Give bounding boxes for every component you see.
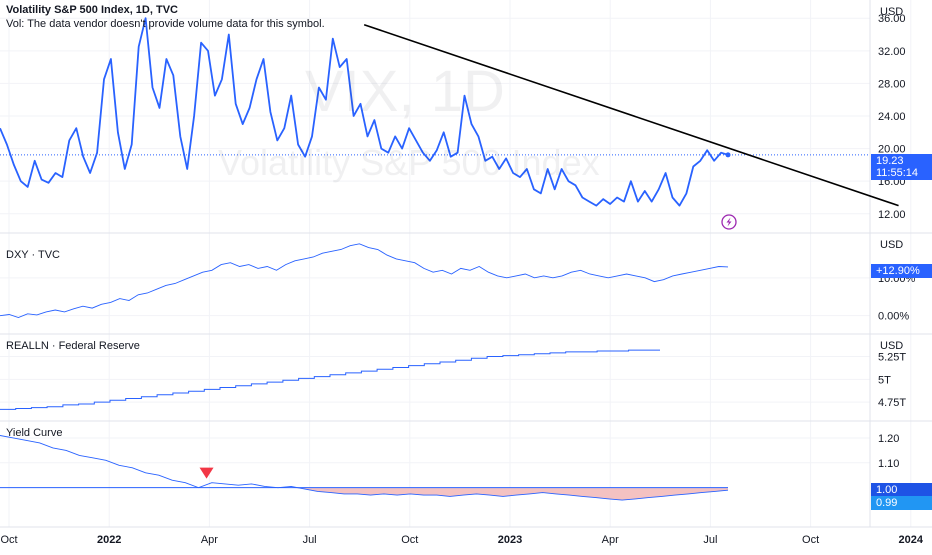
y-tick-label: 0.00%	[878, 311, 909, 323]
main-title-text: Volatility S&P 500 Index, 1D, TVC	[6, 4, 178, 16]
x-tick-label: 2024	[899, 534, 924, 546]
main-last-price-badge: 19.23 11:55:14	[871, 154, 932, 180]
y-tick-label: 12.00	[878, 209, 906, 221]
x-tick-label: 2023	[498, 534, 522, 546]
y-tick-label: 1.10	[878, 458, 899, 470]
lightning-icon	[721, 214, 737, 230]
y-tick-label: 32.00	[878, 46, 906, 58]
y-tick-label: 24.00	[878, 111, 906, 123]
realln-series-line	[0, 349, 660, 410]
y-tick-label: 5.25T	[878, 352, 906, 364]
dxy-pane-title[interactable]: DXY · TVC	[6, 249, 60, 261]
x-tick-label: 2022	[97, 534, 121, 546]
yield-pane-title[interactable]: Yield Curve	[6, 427, 63, 439]
x-tick-label: Apr	[201, 534, 218, 546]
main-last-value: 19.23	[876, 155, 904, 167]
marks-layer	[0, 17, 899, 501]
realln-pane-title[interactable]: REALLN · Federal Reserve	[6, 340, 140, 352]
y-tick-label: 1.20	[878, 433, 899, 445]
x-tick-label: Jul	[703, 534, 717, 546]
vix-last-point	[725, 152, 731, 158]
y-tick-label: 28.00	[878, 78, 906, 90]
trendline	[363, 23, 899, 207]
x-tick-label: Apr	[602, 534, 619, 546]
y-tick-label: 36.00	[878, 13, 906, 25]
volume-note: Vol: The data vendor doesn't provide vol…	[6, 18, 325, 30]
y-tick-label: 20.00	[878, 144, 906, 156]
yield-upper-badge: 1.00	[871, 483, 932, 497]
x-axis-layer: Oct 2022 Apr Jul Oct 2023 Apr Jul Oct 2024	[0, 534, 923, 546]
x-tick-label: Jul	[303, 534, 317, 546]
yield-lower-badge: 0.99	[871, 496, 932, 510]
pane-dividers	[0, 0, 932, 528]
lightning-icon-bolt	[726, 217, 732, 227]
y-tick-label: 5T	[878, 374, 891, 386]
watermark-symbol: VIX, 1D	[305, 59, 505, 124]
x-tick-label: Oct	[802, 534, 819, 546]
realln-currency[interactable]: USD	[880, 340, 904, 352]
yield-series-line	[0, 435, 729, 501]
main-countdown: 11:55:14	[876, 167, 919, 179]
watermark-name: Volatility S&P 500 Index	[218, 142, 600, 183]
yield-inversion-fill	[0, 487, 728, 501]
dxy-last-value-badge: +12.90%	[871, 264, 932, 278]
main-pane-title[interactable]: Volatility S&P 500 Index, 1D, TVC	[6, 4, 178, 16]
vix-series-line	[0, 17, 729, 207]
x-tick-label: Oct	[401, 534, 418, 546]
main-currency[interactable]: USD	[880, 6, 904, 18]
y-tick-label: 4.75T	[878, 397, 906, 409]
dxy-series-line	[0, 243, 729, 318]
inversion-marker	[199, 467, 214, 479]
x-tick-label: Oct	[0, 534, 17, 546]
dxy-currency[interactable]: USD	[880, 239, 904, 251]
